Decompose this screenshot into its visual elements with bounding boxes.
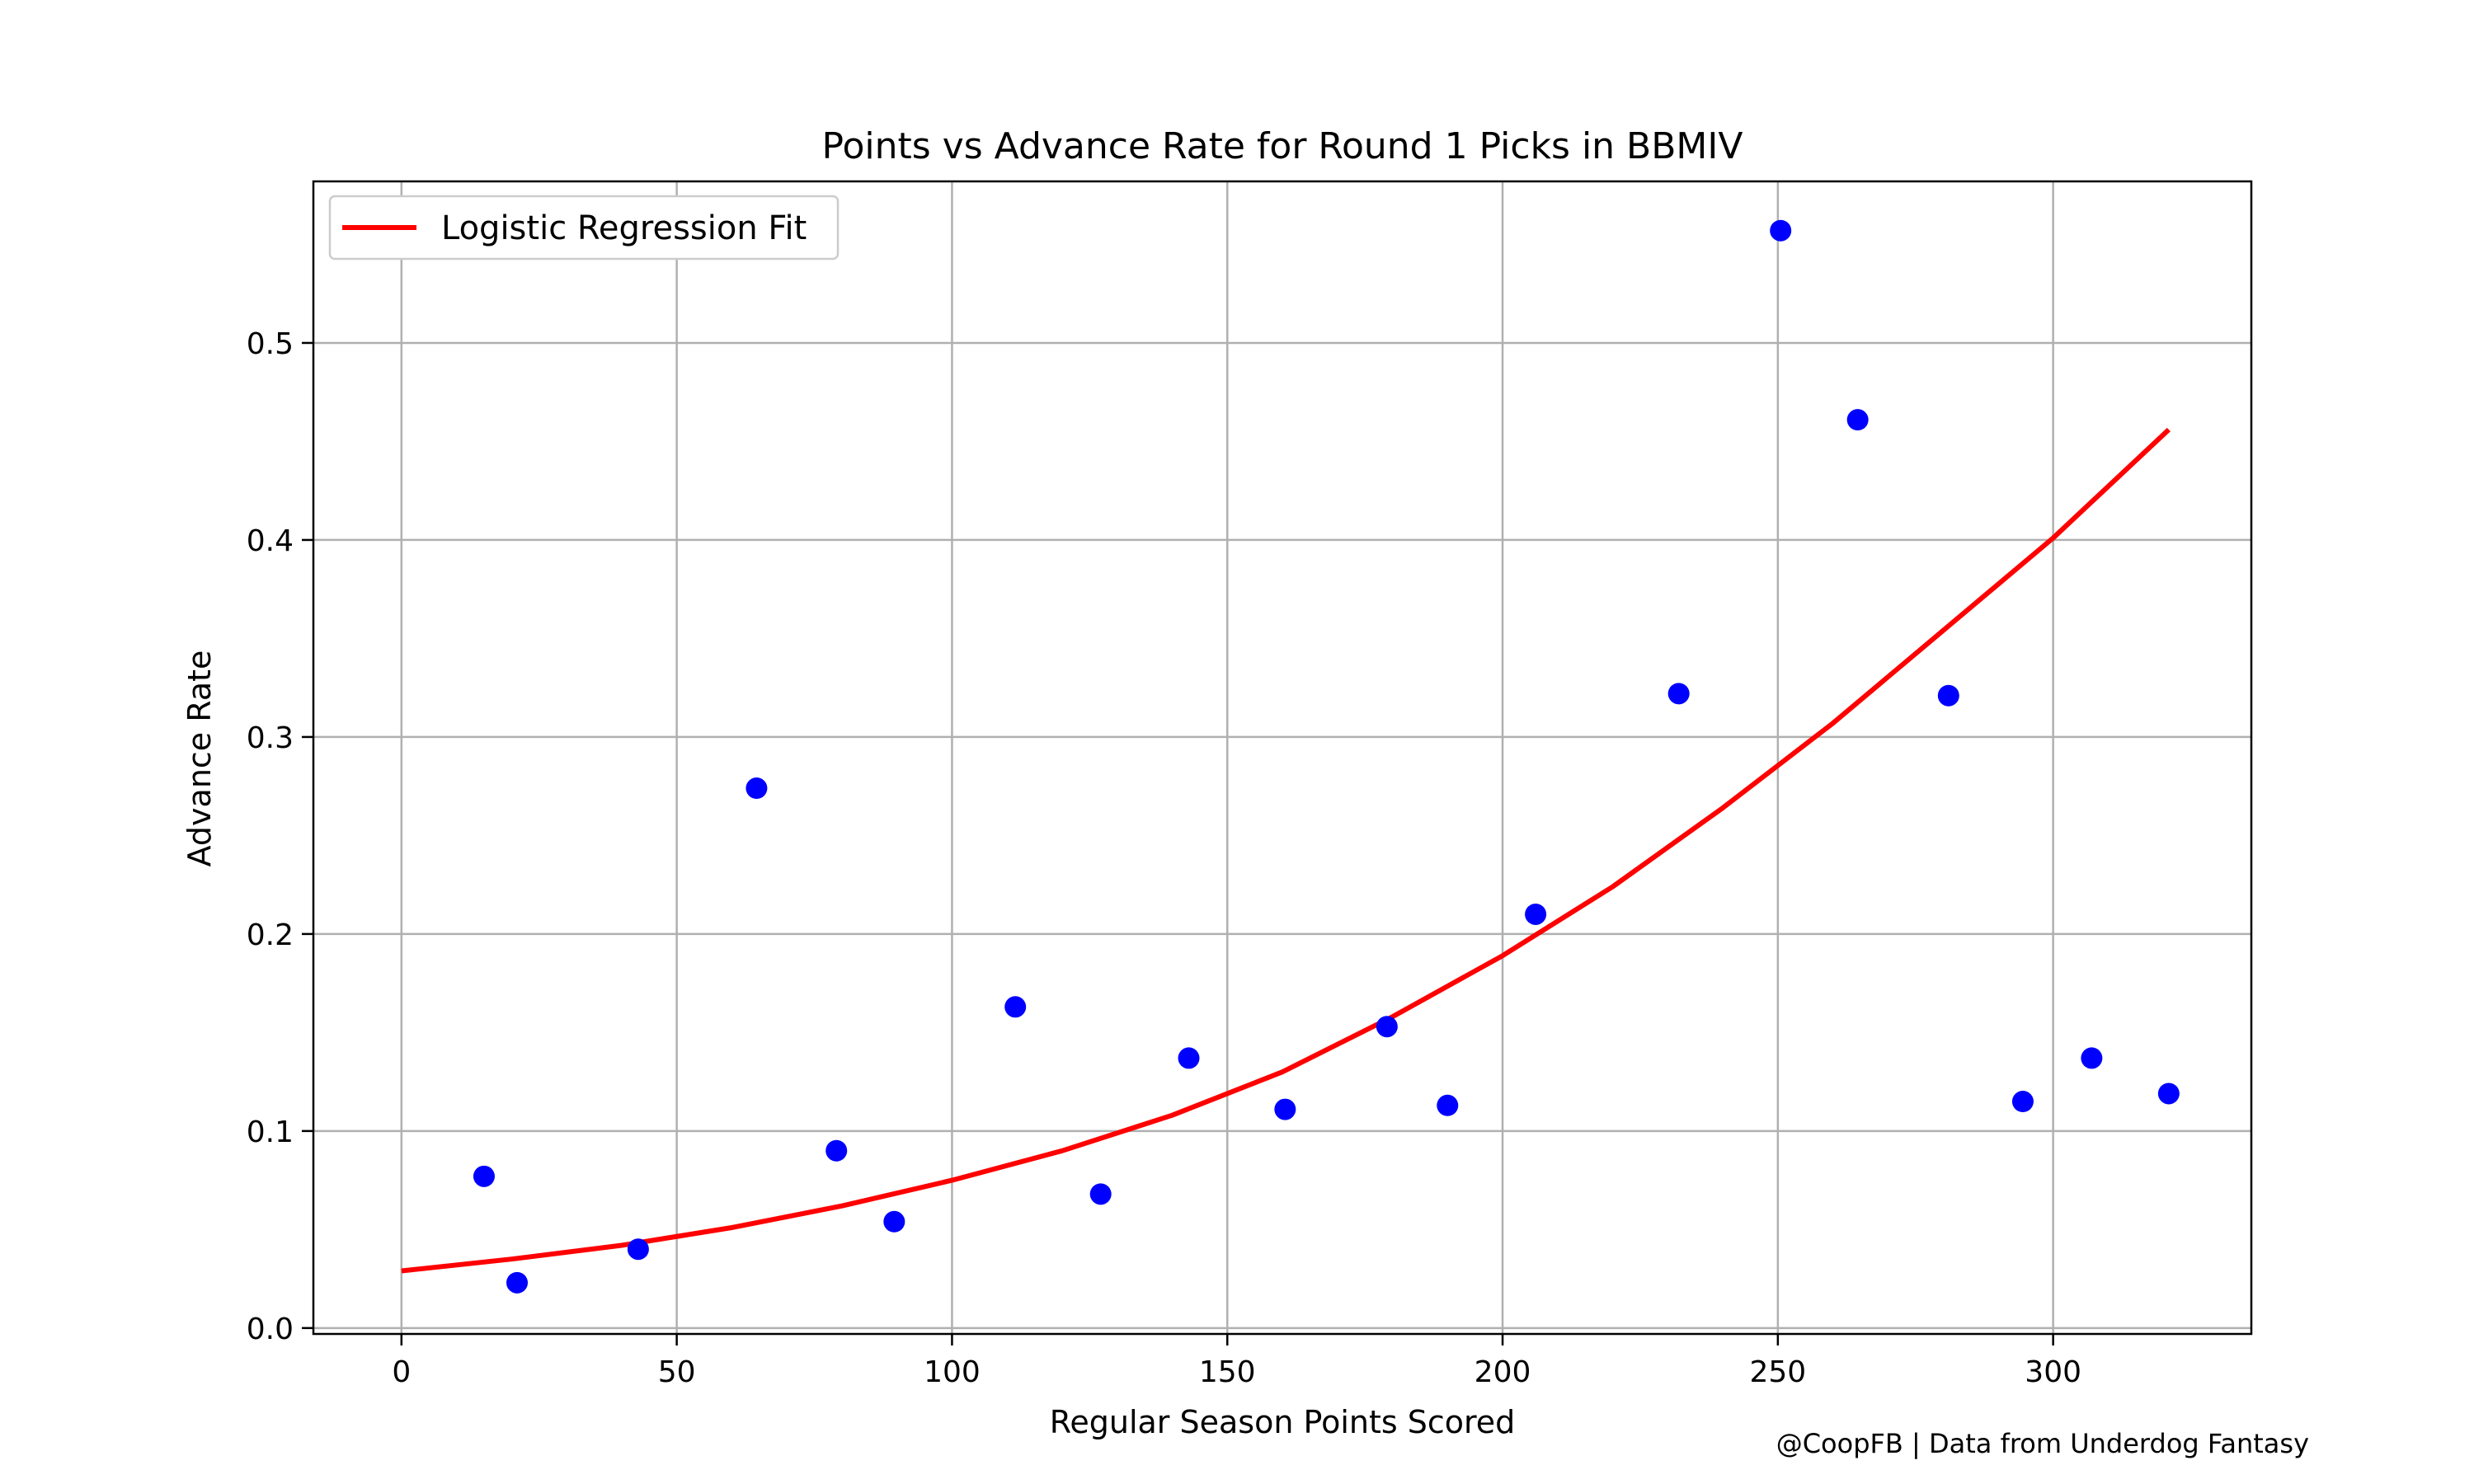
scatter-point <box>1274 1098 1296 1120</box>
plot-frame <box>312 180 2253 1336</box>
points-layer <box>473 219 2180 1294</box>
x-tick-label: 150 <box>1199 1355 1256 1389</box>
y-axis-ticks: 0.0 0.1 0.2 0.3 0.4 0.5 <box>247 327 313 1346</box>
legend-box <box>328 195 840 261</box>
y-tick-label: 0.1 <box>247 1115 294 1149</box>
scatter-point <box>745 777 768 800</box>
scatter-point <box>1437 1094 1459 1116</box>
scatter-point <box>1937 684 1959 707</box>
scatter-point <box>825 1139 848 1162</box>
y-tick-label: 0.0 <box>247 1313 294 1346</box>
legend: Logistic Regression Fit <box>328 195 840 261</box>
logistic-fit-line <box>401 427 2171 1274</box>
scatter-point <box>627 1238 649 1261</box>
x-tick-label: 300 <box>2025 1355 2081 1389</box>
scatter-point <box>2011 1091 2034 1113</box>
scatter-point <box>2157 1082 2180 1105</box>
y-tick-label: 0.4 <box>247 524 294 558</box>
chart-title: Points vs Advance Rate for Round 1 Picks… <box>822 125 1743 167</box>
scatter-point <box>1178 1047 1200 1069</box>
scatter-point <box>506 1271 529 1294</box>
y-tick-label: 0.3 <box>247 721 294 755</box>
x-tick-label: 0 <box>392 1355 411 1389</box>
legend-label: Logistic Regression Fit <box>441 209 807 247</box>
fit-layer <box>401 427 2171 1274</box>
scatter-point <box>1004 996 1027 1018</box>
scatter-point <box>1667 683 1690 705</box>
scatter-point <box>473 1165 495 1187</box>
scatter-point <box>1846 409 1869 431</box>
y-tick-label: 0.2 <box>247 918 294 952</box>
scatter-point <box>1376 1016 1398 1038</box>
y-tick-label: 0.5 <box>247 327 294 361</box>
x-tick-label: 200 <box>1475 1355 1531 1389</box>
scatter-point <box>883 1210 905 1233</box>
scatter-point <box>1525 903 1547 925</box>
x-axis-ticks: 0 50 100 150 200 250 300 <box>392 1334 2081 1389</box>
x-tick-label: 100 <box>924 1355 981 1389</box>
grid <box>313 181 2251 1334</box>
y-axis-label: Advance Rate <box>181 650 218 867</box>
x-axis-label: Regular Season Points Scored <box>1050 1404 1516 1440</box>
scatter-point <box>1770 219 1792 242</box>
x-tick-label: 50 <box>658 1355 696 1389</box>
scatter-point <box>1089 1183 1112 1205</box>
scatter-point <box>2081 1047 2103 1069</box>
x-tick-label: 250 <box>1749 1355 1806 1389</box>
credit-text: @CoopFB | Data from Underdog Fantasy <box>1776 1428 2309 1459</box>
